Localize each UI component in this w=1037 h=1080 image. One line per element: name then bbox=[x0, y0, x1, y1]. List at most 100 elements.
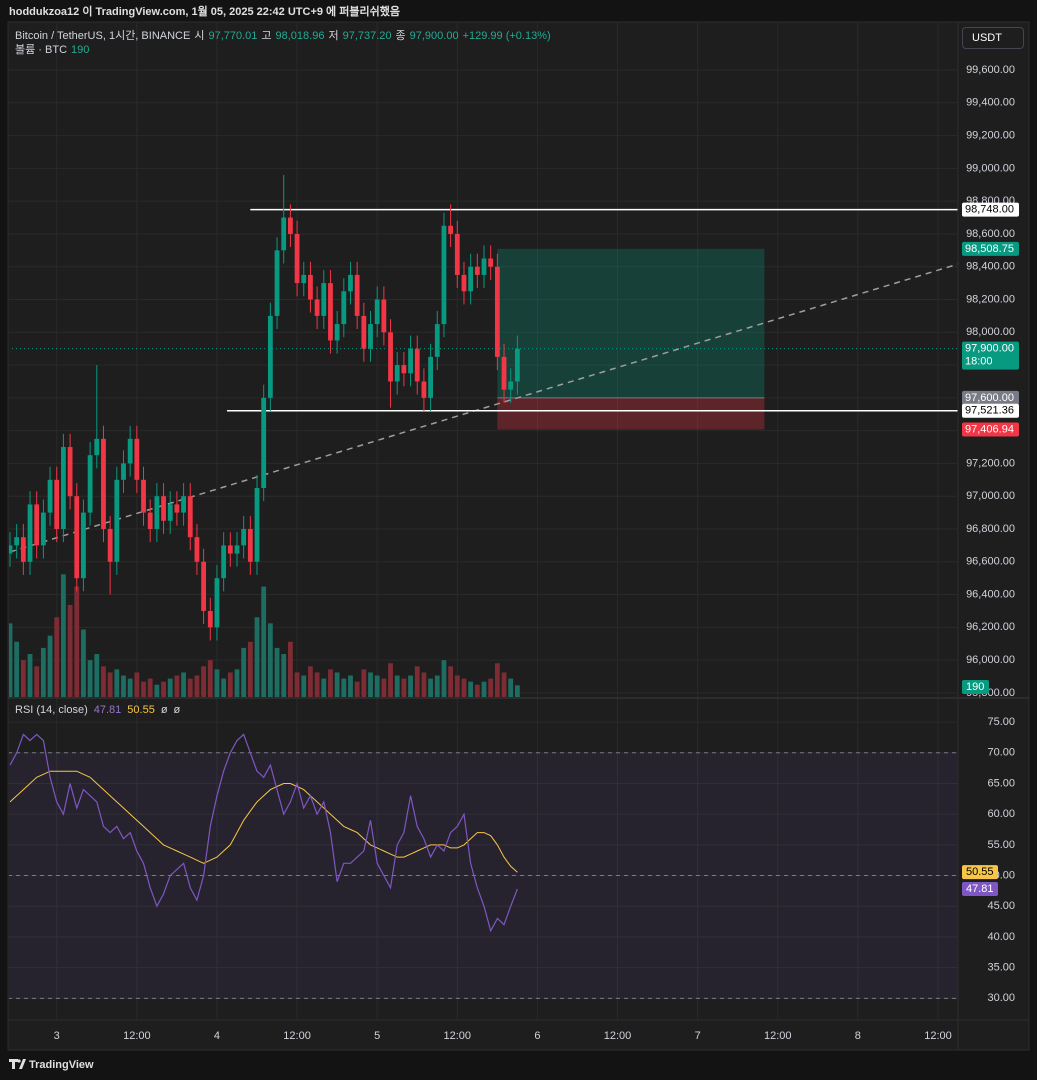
symbol: Bitcoin / TetherUS, 1시간, BINANCE bbox=[15, 30, 191, 42]
x-tick-label: 3 bbox=[54, 1030, 60, 1042]
volume-bar bbox=[368, 672, 373, 697]
volume-bar bbox=[274, 647, 280, 697]
candle-body bbox=[294, 233, 300, 284]
volume-bar bbox=[508, 678, 514, 697]
volume-bar bbox=[314, 672, 320, 697]
y-tick-label: 98,600.00 bbox=[966, 228, 1015, 240]
candle-body bbox=[428, 356, 433, 398]
candle-body bbox=[301, 274, 307, 284]
y-tick-label: 96,600.00 bbox=[966, 556, 1015, 568]
position-stop-zone bbox=[497, 397, 765, 430]
candle-body bbox=[321, 283, 327, 316]
candle-body bbox=[514, 348, 520, 382]
volume-bar bbox=[147, 678, 153, 697]
volume-bar bbox=[281, 654, 287, 697]
candle-body bbox=[181, 496, 186, 513]
candle-body bbox=[374, 299, 380, 325]
volume-bar bbox=[247, 641, 253, 697]
volume-title: 볼륨 · BTC bbox=[15, 44, 68, 56]
ohlc-value: 97,737.20 bbox=[342, 30, 392, 42]
volume-bar bbox=[61, 574, 66, 697]
candle-body bbox=[167, 504, 173, 521]
volume-bar bbox=[40, 647, 46, 697]
currency-button[interactable]: USDT bbox=[962, 27, 1024, 49]
rsi-na: ø bbox=[173, 704, 181, 716]
x-tick-label: 12:00 bbox=[924, 1030, 952, 1042]
rsi-tick-label: 30.00 bbox=[987, 992, 1015, 1004]
candle-body bbox=[441, 225, 447, 325]
target-label-bg bbox=[962, 241, 1019, 256]
candle-body bbox=[87, 455, 93, 513]
candle-body bbox=[434, 324, 440, 357]
volume-bar bbox=[441, 660, 447, 697]
candle-body bbox=[274, 250, 280, 316]
volume-bar bbox=[267, 623, 273, 697]
price-label: 98,748.00 bbox=[965, 204, 1014, 216]
volume-bar bbox=[301, 675, 307, 697]
rsi-value: 47.81 bbox=[93, 704, 122, 716]
volume-bar bbox=[254, 617, 260, 697]
volume-bar bbox=[434, 675, 440, 697]
volume-bar bbox=[187, 678, 193, 697]
x-tick-label: 6 bbox=[534, 1030, 540, 1042]
volume-bar bbox=[94, 654, 100, 697]
entry-label: 97,600.00 bbox=[965, 392, 1014, 404]
y-tick-label: 96,200.00 bbox=[966, 621, 1015, 633]
candle-body bbox=[174, 504, 180, 513]
volume-bar bbox=[167, 678, 173, 697]
y-tick-label: 96,400.00 bbox=[966, 588, 1015, 600]
volume-bar bbox=[481, 681, 487, 697]
volume-bar bbox=[47, 635, 53, 697]
volume-bar bbox=[20, 660, 26, 697]
volume-bar bbox=[14, 641, 20, 697]
x-tick-label: 12:00 bbox=[123, 1030, 151, 1042]
candle-body bbox=[308, 274, 313, 300]
candle-body bbox=[127, 438, 133, 464]
candle-body bbox=[361, 315, 367, 349]
rsi-legend: RSI (14, close) 47.81 50.55 ø ø bbox=[15, 704, 180, 716]
candle-body bbox=[67, 447, 73, 497]
candle-body bbox=[421, 381, 427, 398]
rsi-tick-label: 70.00 bbox=[987, 747, 1015, 759]
candle-body bbox=[474, 266, 480, 275]
x-tick-label: 4 bbox=[214, 1030, 220, 1042]
volume-bar bbox=[381, 678, 387, 697]
stop-label-bg bbox=[962, 422, 1019, 437]
volume-value: 190 bbox=[71, 44, 90, 56]
candle-body bbox=[334, 324, 340, 341]
candle-body bbox=[40, 512, 46, 546]
y-tick-label: 96,000.00 bbox=[966, 654, 1015, 666]
candle-body bbox=[114, 479, 120, 562]
candle-body bbox=[234, 545, 240, 554]
candle-body bbox=[154, 496, 160, 529]
target-label: 98,508.75 bbox=[965, 243, 1014, 255]
volume-bar bbox=[214, 669, 220, 697]
ohlc-value: 97,770.01 bbox=[208, 30, 258, 42]
y-tick-label: 98,400.00 bbox=[966, 261, 1015, 273]
volume-bar bbox=[241, 647, 247, 697]
rsi-tick-label: 65.00 bbox=[987, 777, 1015, 789]
rsi-tick-label: 35.00 bbox=[987, 962, 1015, 974]
brand-logo bbox=[9, 1059, 26, 1069]
volume-bar bbox=[414, 666, 420, 697]
candle-body bbox=[488, 258, 494, 267]
volume-bar bbox=[328, 669, 333, 697]
rsi-na: ø bbox=[160, 704, 168, 716]
change: +129.99 (+0.13%) bbox=[462, 30, 551, 42]
volume-bar bbox=[174, 675, 180, 697]
volume-bar bbox=[81, 629, 86, 697]
rsi-tick-label: 60.00 bbox=[987, 808, 1015, 820]
candle-body bbox=[9, 545, 13, 554]
price-label-bg bbox=[962, 403, 1019, 418]
y-tick-label: 99,200.00 bbox=[966, 129, 1015, 141]
candle-body bbox=[161, 496, 166, 521]
candle-body bbox=[348, 274, 353, 292]
volume-bar bbox=[494, 663, 500, 697]
y-tick-label: 98,200.00 bbox=[966, 293, 1015, 305]
volume-bar bbox=[514, 685, 520, 697]
volume-bar bbox=[341, 678, 347, 697]
volume-bar bbox=[114, 669, 120, 697]
volume-bar bbox=[448, 666, 454, 697]
